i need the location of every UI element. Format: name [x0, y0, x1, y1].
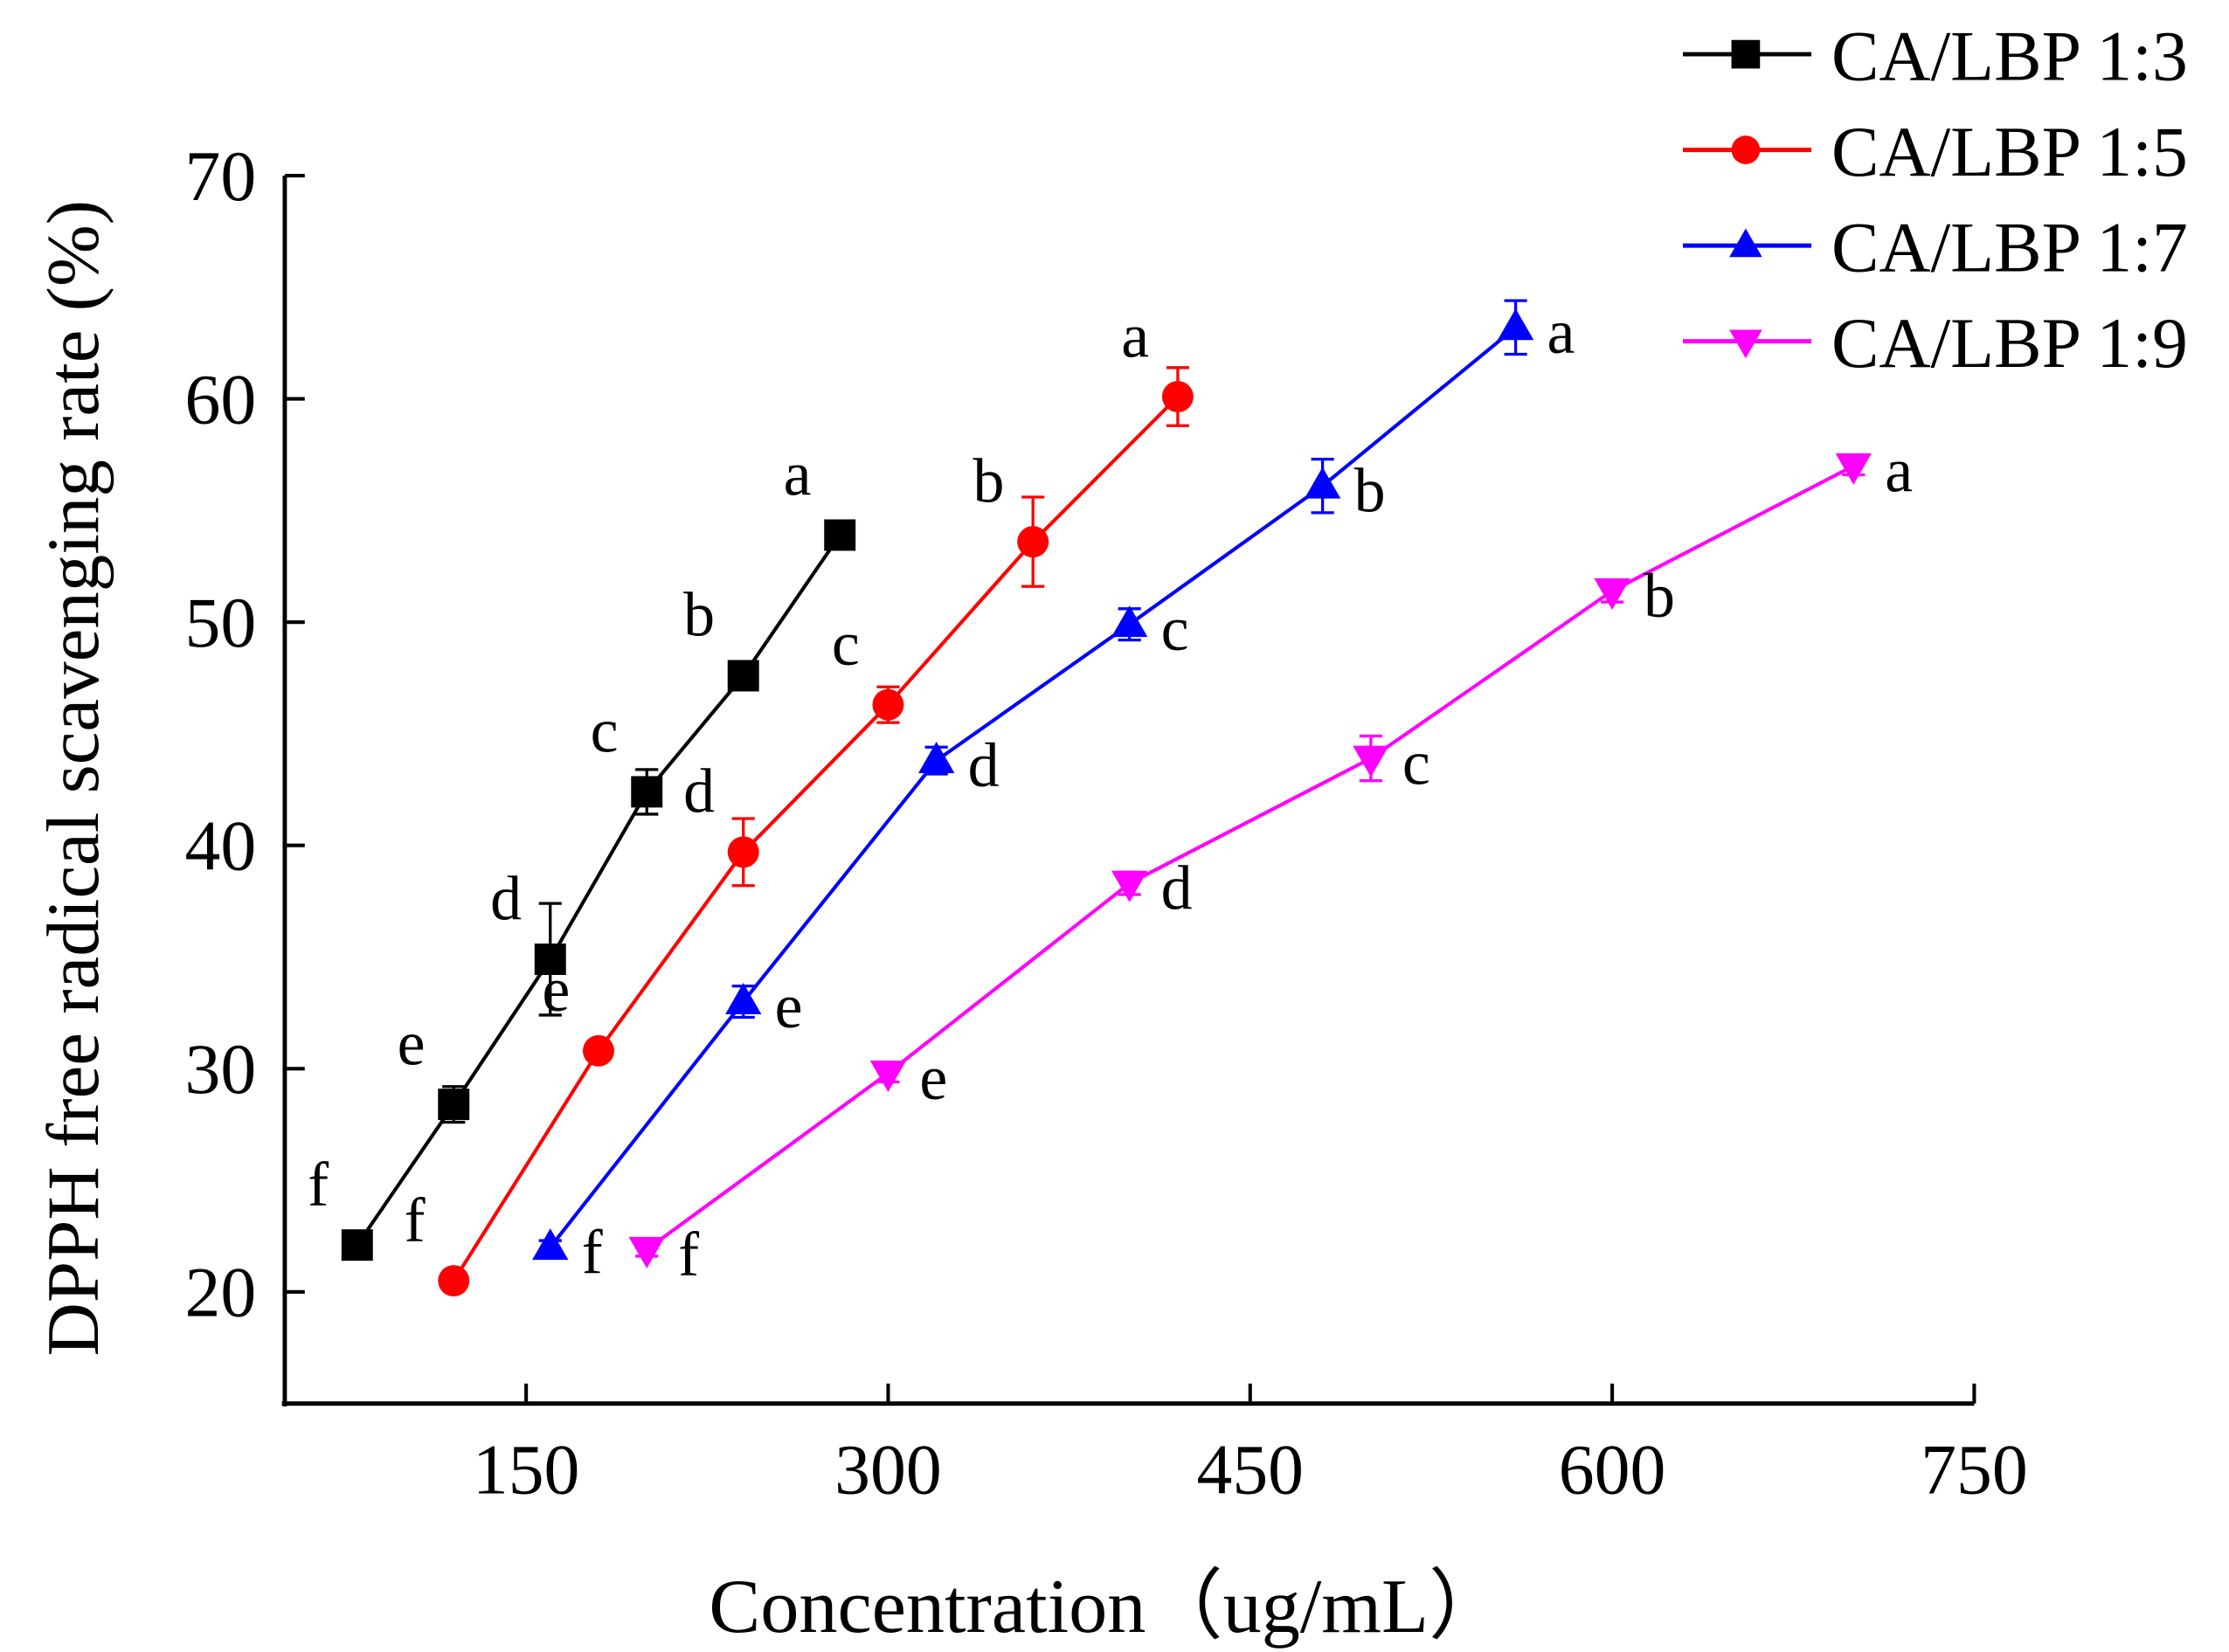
significance-letter: d: [1161, 854, 1193, 923]
marker-triangle-down: [628, 1236, 665, 1268]
series-line: [356, 534, 841, 1247]
significance-letter: a: [784, 439, 812, 509]
significance-letter: f: [405, 1185, 426, 1255]
significance-letter: d: [968, 730, 1000, 800]
significance-letter: b: [683, 580, 715, 650]
marker-triangle-down: [1729, 329, 1762, 359]
x-tick-label: 300: [834, 1430, 942, 1510]
significance-letter: d: [683, 757, 715, 826]
significance-letter: d: [490, 863, 522, 933]
legend-label: CA/LBP 1:9: [1831, 303, 2188, 383]
significance-letter: a: [1885, 436, 1913, 506]
axes: 150 300 450 600 750 20 30 40 50 60 70: [185, 136, 2028, 1510]
series-line: [452, 395, 1180, 1282]
y-tick-label: 60: [185, 359, 257, 439]
marker-circle: [727, 836, 759, 868]
significance-letter: e: [775, 971, 803, 1041]
legend-label: CA/LBP 1:7: [1831, 208, 2188, 287]
significance-letter: c: [591, 696, 619, 766]
y-tick-label: 40: [185, 805, 257, 885]
marker-triangle-up: [1497, 308, 1534, 341]
marker-square: [1731, 39, 1761, 69]
marker-circle: [1161, 381, 1194, 413]
series-line: [549, 326, 1517, 1248]
marker-square: [727, 660, 759, 692]
marker-circle: [583, 1034, 614, 1067]
significance-letter: b: [1644, 561, 1675, 631]
marker-triangle-down: [1111, 870, 1148, 902]
significance-letter: a: [1547, 297, 1575, 367]
legend: CA/LBP 1:3 CA/LBP 1:5 CA/LBP 1:7 CA/LBP 1:9: [1682, 17, 2188, 383]
significance-letter: f: [308, 1149, 329, 1219]
y-tick-label: 50: [185, 583, 257, 662]
y-tick-label: 30: [185, 1029, 257, 1109]
marker-circle: [872, 688, 904, 721]
marker-triangle-down: [1835, 453, 1872, 485]
significance-letter: f: [678, 1220, 699, 1289]
series-line: [646, 464, 1855, 1251]
marker-square: [824, 519, 856, 551]
x-tick-label: 450: [1196, 1430, 1304, 1510]
marker-square: [534, 944, 566, 976]
x-tick-label: 150: [473, 1430, 580, 1510]
marker-triangle-down: [869, 1061, 907, 1092]
significance-letter: b: [1354, 456, 1386, 526]
x-axis-label: Concentration（ug/mL）: [709, 1564, 1506, 1649]
marker-triangle-down: [1353, 745, 1389, 778]
marker-triangle-down: [1594, 577, 1630, 610]
series-ca-lbp-1-9: f e d c b a: [628, 436, 1913, 1289]
marker-circle: [438, 1265, 470, 1297]
significance-letter: e: [542, 955, 570, 1025]
marker-square: [631, 776, 663, 808]
y-tick-label: 20: [185, 1253, 257, 1332]
marker-triangle-up: [1111, 605, 1148, 638]
marker-triangle-up: [725, 983, 762, 1014]
marker-triangle-up: [1304, 467, 1341, 499]
significance-letter: a: [1121, 301, 1149, 370]
marker-square: [438, 1089, 470, 1121]
significance-letter: e: [398, 1008, 426, 1078]
marker-circle: [1017, 526, 1049, 558]
x-tick-label: 750: [1921, 1430, 2028, 1510]
legend-label: CA/LBP 1:5: [1831, 112, 2188, 191]
significance-letter: c: [1402, 728, 1430, 798]
marker-square: [341, 1229, 373, 1261]
marker-circle: [1731, 135, 1761, 164]
marker-triangle-up: [1729, 228, 1762, 258]
marker-triangle-up: [532, 1228, 569, 1261]
significance-letter: f: [582, 1217, 603, 1287]
significance-letter: c: [832, 609, 860, 679]
significance-letter: b: [973, 446, 1005, 515]
x-tick-label: 600: [1559, 1430, 1666, 1510]
legend-label: CA/LBP 1:3: [1831, 17, 2188, 96]
marker-triangle-up: [918, 742, 955, 773]
y-tick-label: 70: [185, 136, 257, 216]
significance-letter: c: [1161, 594, 1189, 664]
significance-letter: e: [919, 1043, 947, 1113]
y-axis-label: DPPH free radical scavenging rate (%): [32, 200, 114, 1357]
